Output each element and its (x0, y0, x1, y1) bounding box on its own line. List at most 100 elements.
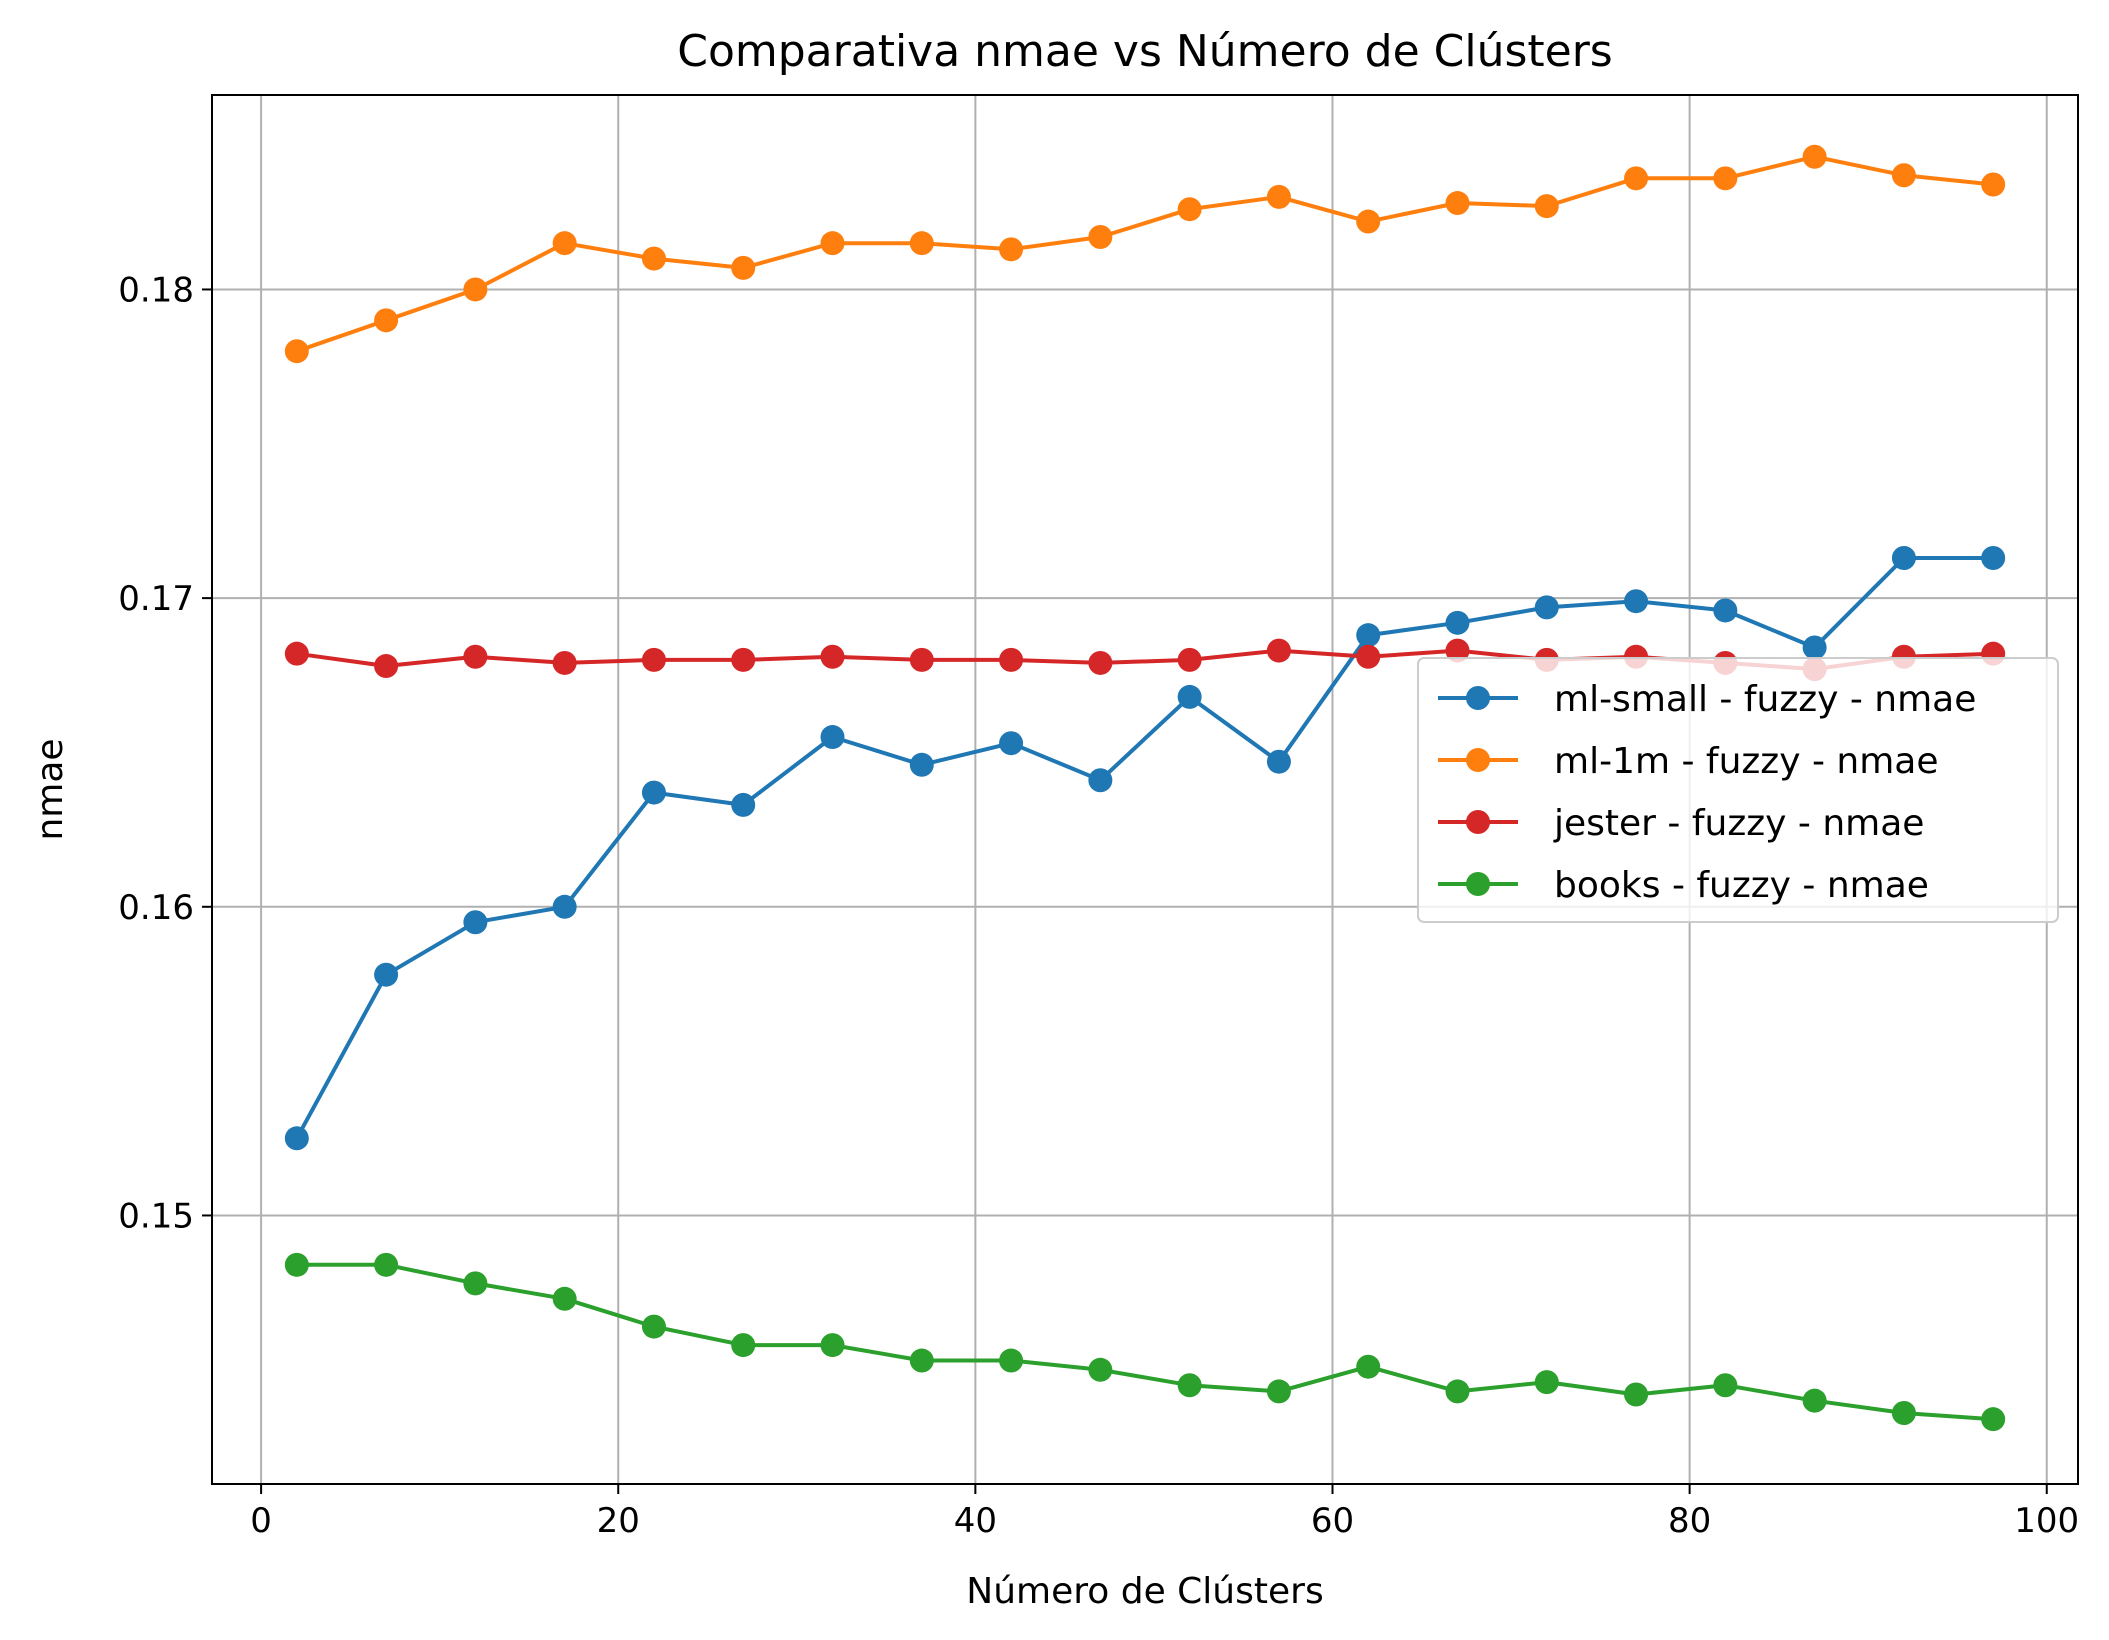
data-point-jester (731, 647, 756, 672)
data-point-jester (641, 647, 666, 672)
legend-marker (1466, 872, 1490, 896)
data-point-ml-1m (1534, 194, 1559, 219)
data-point-jester (820, 644, 845, 669)
data-point-ml-small (1266, 749, 1291, 774)
legend-item: ml-1m - fuzzy - nmae (1438, 741, 1938, 782)
x-tick-label: 80 (1668, 1501, 1711, 1541)
data-point-books (463, 1271, 488, 1296)
chart-title: Comparativa nmae vs Número de Clústers (677, 26, 1612, 77)
data-point-ml-small (1177, 684, 1202, 709)
data-point-jester (463, 644, 488, 669)
data-point-books (820, 1333, 845, 1358)
data-point-ml-small (731, 792, 756, 817)
data-point-ml-small (1713, 598, 1738, 623)
data-point-jester (284, 641, 309, 666)
y-tick-label: 0.17 (118, 579, 194, 619)
data-point-ml-small (909, 752, 934, 777)
data-point-books (641, 1314, 666, 1339)
legend-marker (1466, 686, 1490, 710)
series-ml-small (284, 546, 2006, 1151)
data-point-books (1177, 1373, 1202, 1398)
x-tick-label: 0 (250, 1501, 272, 1541)
data-point-ml-small (820, 725, 845, 750)
data-point-ml-small (1981, 546, 2006, 570)
legend-item: books - fuzzy - nmae (1438, 865, 1929, 906)
data-point-jester (1177, 647, 1202, 672)
data-point-books (1445, 1379, 1470, 1404)
data-point-books (1891, 1401, 1916, 1426)
data-point-ml-small (1802, 635, 1827, 660)
data-point-books (284, 1252, 309, 1277)
x-tick-label: 40 (954, 1501, 997, 1541)
x-tick-label: 60 (1311, 1501, 1354, 1541)
data-point-ml-1m (641, 246, 666, 271)
data-point-ml-1m (1266, 184, 1291, 209)
data-point-jester (909, 647, 934, 672)
data-point-books (1802, 1388, 1827, 1413)
data-point-ml-1m (1981, 172, 2006, 197)
data-point-ml-1m (999, 237, 1024, 262)
data-point-ml-1m (374, 308, 399, 333)
legend: ml-small - fuzzy - nmae ml-1m - fuzzy - n… (1417, 657, 2059, 923)
data-point-books (1624, 1382, 1649, 1407)
data-point-ml-1m (909, 231, 934, 256)
plot-frame (211, 94, 2079, 1485)
data-point-books (731, 1333, 756, 1358)
data-point-books (909, 1348, 934, 1373)
data-point-ml-1m (1713, 166, 1738, 191)
y-axis-label: nmae (30, 738, 71, 840)
data-point-ml-1m (1177, 197, 1202, 222)
data-point-books (552, 1286, 577, 1311)
data-point-ml-small (552, 894, 577, 919)
data-point-ml-small (1088, 768, 1113, 793)
data-point-jester (374, 654, 399, 679)
data-point-jester (1266, 638, 1291, 663)
legend-label: ml-small - fuzzy - nmae (1554, 679, 1976, 720)
data-point-books (374, 1252, 399, 1277)
data-point-jester (999, 647, 1024, 672)
y-tick-label: 0.16 (118, 888, 194, 928)
data-point-ml-1m (1802, 144, 1827, 169)
axis-ticks: 0 20 40 60 80 100 0.15 0.16 0.17 0.18 (118, 270, 2079, 1541)
legend-item: ml-small - fuzzy - nmae (1438, 679, 1976, 720)
data-point-books (1713, 1373, 1738, 1398)
data-point-ml-small (1356, 623, 1381, 648)
legend-label: jester - fuzzy - nmae (1553, 803, 1924, 844)
data-point-ml-1m (820, 231, 845, 256)
data-point-ml-1m (552, 231, 577, 256)
data-point-ml-1m (1356, 209, 1381, 234)
legend-item: jester - fuzzy - nmae (1438, 803, 1924, 844)
data-point-ml-1m (284, 339, 309, 364)
data-point-ml-1m (463, 277, 488, 302)
series-books (284, 1252, 2006, 1432)
data-point-ml-small (999, 731, 1024, 756)
data-point-ml-1m (1624, 166, 1649, 191)
data-point-ml-small (1445, 610, 1470, 635)
x-axis-label: Número de Clústers (966, 1571, 1323, 1612)
legend-marker (1466, 810, 1490, 834)
data-point-jester (1088, 650, 1113, 675)
data-point-books (1266, 1379, 1291, 1404)
data-point-ml-small (284, 1126, 309, 1151)
data-point-jester (1445, 638, 1470, 663)
data-point-ml-1m (1088, 224, 1113, 249)
legend-marker (1466, 748, 1490, 772)
x-tick-label: 100 (2014, 1501, 2079, 1541)
legend-label: ml-1m - fuzzy - nmae (1554, 741, 1938, 782)
legend-frame (1417, 657, 2059, 923)
data-point-ml-small (1534, 595, 1559, 620)
data-point-ml-1m (731, 255, 756, 280)
series-ml-1m (284, 144, 2006, 364)
data-point-jester (1356, 644, 1381, 669)
data-point-jester (552, 650, 577, 675)
series-line-books (296, 1262, 1994, 1422)
data-point-books (1534, 1370, 1559, 1395)
data-point-books (1088, 1357, 1113, 1382)
data-point-ml-small (374, 962, 399, 987)
x-tick-label: 20 (597, 1501, 640, 1541)
series-line-ml-small (295, 556, 1994, 1140)
series-layer (284, 144, 2006, 1432)
y-tick-label: 0.18 (118, 270, 194, 310)
data-point-ml-small (641, 780, 666, 805)
